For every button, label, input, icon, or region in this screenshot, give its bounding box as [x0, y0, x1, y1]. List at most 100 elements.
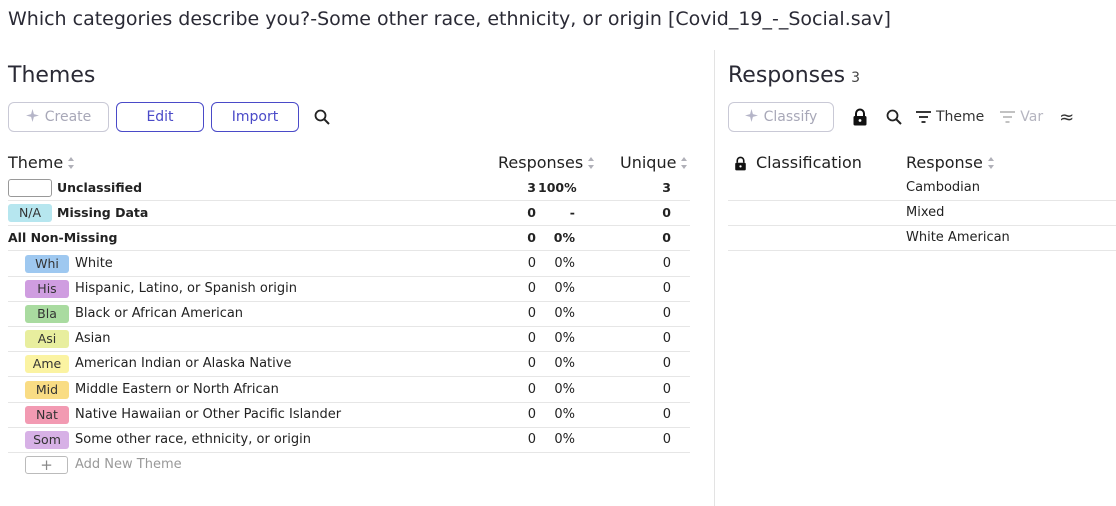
theme-percent: 0% [554, 256, 575, 271]
import-button[interactable]: Import [211, 102, 299, 132]
theme-responses: 0 [527, 406, 536, 422]
approx-icon[interactable]: ≈ [1059, 106, 1075, 128]
var-filter-label: Var [1020, 109, 1044, 125]
response-row[interactable]: Mixed [728, 201, 1116, 226]
theme-responses: 0 [527, 256, 536, 271]
edit-button[interactable]: Edit [116, 102, 204, 132]
responses-count: 3 [851, 70, 861, 86]
missing-badge: N/A [8, 204, 52, 222]
row-label: All Non-Missing [8, 230, 118, 245]
sparkle-icon [744, 108, 758, 126]
themes-panel: Themes [8, 60, 690, 92]
unique-column-label: Unique [620, 153, 677, 172]
response-row[interactable]: Cambodian [728, 176, 1116, 201]
sort-icon [681, 157, 688, 169]
theme-label: American Indian or Alaska Native [75, 356, 292, 372]
theme-filter-button[interactable]: Theme [916, 109, 984, 125]
theme-unique: 0 [662, 306, 671, 322]
theme-label: Middle Eastern or North African [75, 381, 279, 397]
classification-column-label: Classification [756, 153, 862, 172]
response-text: Cambodian [906, 180, 980, 195]
theme-row[interactable]: Bla Black or African American 0 0% 0 [8, 302, 690, 328]
theme-label: Asian [75, 331, 111, 347]
lock-icon[interactable] [848, 105, 872, 129]
theme-percent: 0% [554, 331, 575, 347]
search-icon[interactable] [310, 105, 334, 129]
search-icon[interactable] [882, 105, 906, 129]
sort-icon [68, 157, 75, 169]
sparkle-icon [25, 108, 39, 126]
row-responses: 0 [527, 205, 536, 220]
add-new-theme-label[interactable]: Add New Theme [75, 457, 182, 472]
responses-column-header[interactable]: Responses [498, 152, 595, 174]
theme-responses: 0 [527, 281, 536, 297]
classify-button[interactable]: Classify [728, 102, 834, 132]
theme-badge: Nat [25, 405, 69, 424]
row-percent: 100% [538, 180, 577, 195]
theme-badge: Bla [25, 305, 69, 324]
sort-icon [588, 157, 595, 169]
theme-row[interactable]: Asi Asian 0 0% 0 [8, 327, 690, 353]
classify-label: Classify [763, 109, 818, 125]
row-percent: 0% [553, 230, 575, 245]
theme-row[interactable]: Whi White 0 0% 0 [8, 252, 690, 277]
theme-row[interactable]: His Hispanic, Latino, or Spanish origin 0 0… [8, 277, 690, 303]
responses-toolbar: Classify Theme Var ≈ [728, 102, 1074, 132]
unclassified-badge [8, 179, 52, 197]
theme-badge: Asi [25, 330, 69, 349]
response-text: White American [906, 230, 1010, 245]
panel-divider [714, 50, 715, 506]
theme-row[interactable]: Ame American Indian or Alaska Native 0 0% 0 [8, 352, 690, 378]
var-filter-button[interactable]: Var [1000, 109, 1043, 125]
row-unique: 0 [662, 205, 671, 220]
create-button[interactable]: Create [8, 102, 109, 132]
theme-row[interactable]: Som Some other race, ethnicity, or origin… [8, 428, 690, 453]
theme-badge: Som [25, 430, 69, 449]
response-column-label: Response [906, 153, 983, 172]
responses-column-label: Responses [498, 153, 584, 172]
theme-unique: 0 [662, 256, 671, 271]
theme-badge: Ame [25, 355, 69, 374]
theme-percent: 0% [554, 281, 575, 297]
create-label: Create [44, 109, 92, 125]
filter-icon [1000, 111, 1016, 123]
all-non-missing-row[interactable]: All Non-Missing 0 0% 0 [8, 226, 690, 251]
theme-label: Some other race, ethnicity, or origin [75, 431, 311, 447]
response-row[interactable]: White American [728, 226, 1116, 251]
responses-panel: Responses 3 [728, 60, 1116, 92]
theme-responses: 0 [527, 356, 536, 372]
response-text: Mixed [906, 205, 945, 220]
theme-percent: 0% [554, 306, 575, 322]
theme-row[interactable]: Mid Middle Eastern or North African 0 0% 0 [8, 378, 690, 403]
theme-label: Native Hawaiian or Other Pacific Islande… [75, 406, 342, 422]
theme-badge: Mid [25, 380, 69, 399]
theme-column-label: Theme [8, 153, 64, 172]
theme-percent: 0% [554, 431, 575, 447]
theme-unique: 0 [662, 281, 671, 297]
theme-unique: 0 [662, 381, 671, 397]
theme-percent: 0% [554, 356, 575, 372]
row-unique: 0 [662, 230, 671, 245]
unique-column-header[interactable]: Unique [620, 152, 688, 174]
theme-label: White [75, 256, 113, 271]
row-percent: - [569, 205, 575, 220]
row-unique: 3 [662, 180, 671, 195]
theme-row[interactable]: Nat Native Hawaiian or Other Pacific Isla… [8, 403, 690, 428]
filter-icon [916, 111, 931, 123]
theme-label: Hispanic, Latino, or Spanish origin [75, 281, 297, 297]
row-label: Unclassified [57, 180, 143, 195]
theme-filter-label: Theme [936, 109, 985, 125]
classification-column-header[interactable]: Classification [734, 152, 862, 174]
response-column-header[interactable]: Response [906, 152, 995, 174]
plus-icon[interactable]: + [25, 456, 68, 474]
unclassified-row[interactable]: Unclassified 3 100% 3 [8, 176, 690, 201]
theme-responses: 0 [527, 331, 536, 347]
add-new-theme-row[interactable]: + Add New Theme [8, 453, 690, 478]
missing-data-row[interactable]: N/A Missing Data 0 - 0 [8, 201, 690, 226]
theme-badge: His [25, 280, 69, 299]
theme-column-header[interactable]: Theme [8, 152, 75, 174]
responses-heading-label: Responses [728, 63, 846, 88]
row-responses: 0 [527, 230, 536, 245]
row-responses: 3 [527, 180, 536, 195]
theme-unique: 0 [662, 331, 671, 347]
